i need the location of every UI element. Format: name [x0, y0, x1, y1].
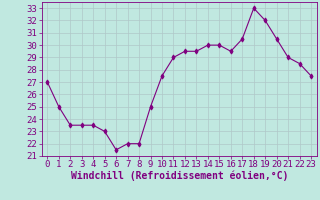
X-axis label: Windchill (Refroidissement éolien,°C): Windchill (Refroidissement éolien,°C) — [70, 171, 288, 181]
